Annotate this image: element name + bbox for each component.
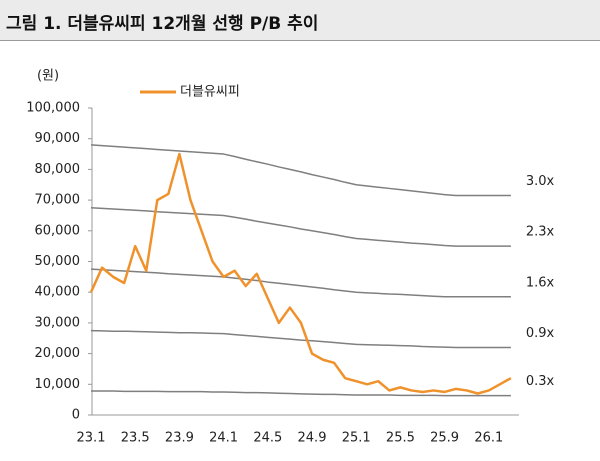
pb-band-line [90, 207, 511, 247]
header-bar [0, 0, 600, 41]
pb-band-line [90, 268, 511, 298]
y-tick-label: 50,000 [35, 254, 81, 269]
unit-label: (원) [37, 69, 59, 84]
band-label: 0.9x [526, 326, 555, 341]
price-line [89, 152, 512, 395]
pb-band-line [90, 329, 511, 349]
pb-band-line [91, 390, 511, 397]
x-tick-label: 23.5 [121, 431, 150, 446]
y-tick-label: 100,000 [26, 101, 80, 116]
y-tick-label: 20,000 [35, 346, 81, 361]
x-tick-label: 24.5 [253, 431, 282, 446]
y-tick-label: 60,000 [35, 223, 81, 238]
x-tick-label: 26.1 [474, 431, 503, 446]
x-tick-label: 25.5 [386, 431, 415, 446]
y-tick-label: 40,000 [35, 285, 81, 300]
x-tick-label: 25.9 [430, 431, 459, 446]
y-tick-label: 90,000 [35, 131, 81, 146]
y-tick-label: 10,000 [35, 377, 81, 392]
x-tick-label: 23.9 [165, 431, 194, 446]
band-label: 1.6x [526, 275, 555, 290]
pb-band-line [90, 144, 511, 197]
band-label: 0.3x [526, 374, 555, 389]
y-tick-label: 80,000 [35, 162, 81, 177]
legend-label: 더블유씨피 [180, 85, 240, 100]
y-tick-label: 0 [72, 408, 80, 423]
x-tick-label: 23.1 [77, 431, 106, 446]
y-tick-label: 30,000 [35, 315, 81, 330]
x-tick-label: 25.1 [342, 431, 371, 446]
chart-title: 그림 1. 더블유씨피 12개월 선행 P/B 추이 [6, 14, 319, 34]
band-label: 2.3x [526, 225, 555, 240]
x-tick-label: 24.1 [209, 431, 238, 446]
y-tick-label: 70,000 [35, 193, 81, 208]
x-tick-label: 24.9 [298, 431, 327, 446]
band-label: 3.0x [526, 174, 555, 189]
